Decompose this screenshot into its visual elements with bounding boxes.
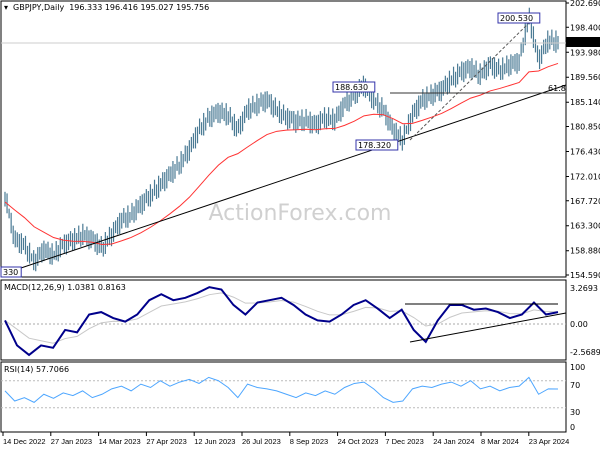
macd-signal-line <box>4 292 559 344</box>
dashed-projection-line <box>409 16 536 141</box>
date-tick-label: 27 Apr 2023 <box>146 437 186 446</box>
rsi-title: RSI(14) 57.7066 <box>4 365 69 374</box>
rsi-tick-label: 30 <box>570 408 580 417</box>
date-tick-label: 14 Dec 2022 <box>3 437 46 446</box>
date-tick-label: 12 Jun 2023 <box>194 437 235 446</box>
swing-high-label: 188.630 <box>335 83 368 92</box>
date-tick-label: 23 Apr 2024 <box>529 437 569 446</box>
date-tick-label: 8 Sep 2023 <box>290 437 328 446</box>
price-pane <box>0 0 567 278</box>
fib-label: 61.8 <box>548 84 566 93</box>
support-trendline <box>14 84 567 271</box>
date-tick-label: 27 Jan 2023 <box>51 437 92 446</box>
high-label: 200.530 <box>500 14 533 23</box>
rsi-line <box>4 376 559 403</box>
macd-support-line <box>409 312 567 343</box>
swing-high-label-box <box>332 81 376 93</box>
ohlc-readout: 196.333 196.416 195.027 195.756 <box>69 3 209 12</box>
rsi-tick-label: 100 <box>570 363 585 372</box>
low-label: 330 <box>3 268 18 277</box>
symbol-label: GBPJPY,Daily <box>13 3 64 12</box>
price-tick-label: 163.300 <box>570 222 600 231</box>
swing-low-label-box <box>355 139 399 151</box>
current-price-box <box>566 37 600 47</box>
swing-low-label: 178.320 <box>358 141 391 150</box>
price-tick-label: 189.560 <box>570 73 600 82</box>
watermark: ActionForex.com <box>209 201 392 226</box>
macd-title: MACD(12,26,9) 1.0381 0.8163 <box>4 283 126 292</box>
rsi-tick-label: 70 <box>570 381 580 390</box>
price-tick-label: 176.430 <box>570 147 600 156</box>
high-label-box <box>497 12 541 24</box>
macd-tick-label: 0.00 <box>570 320 588 329</box>
price-tick-label: 158.880 <box>570 247 600 256</box>
chart-header: GBPJPY,Daily 196.333 196.416 195.027 195.… <box>13 3 209 12</box>
date-tick-label: 24 Oct 2023 <box>338 437 379 446</box>
price-tick-label: 202.690 <box>570 0 600 8</box>
macd-line <box>4 286 559 357</box>
price-tick-label: 172.010 <box>570 172 600 181</box>
price-tick-label: 167.720 <box>570 197 600 206</box>
rsi-tick-label: 0 <box>570 423 575 432</box>
macd-pane <box>0 279 567 361</box>
macd-tick-label: -2.5689 <box>570 348 600 357</box>
date-tick-label: 14 Mar 2023 <box>99 437 141 446</box>
price-tick-label: 180.850 <box>570 123 600 132</box>
macd-tick-label: 3.2693 <box>570 284 598 293</box>
price-tick-label: 185.140 <box>570 98 600 107</box>
current-price-label: 195.756 <box>568 38 600 47</box>
triangle-down-icon: ▾ <box>4 3 8 12</box>
price-tick-label: 198.400 <box>570 23 600 32</box>
date-tick-label: 8 Mar 2024 <box>481 437 519 446</box>
date-tick-label: 24 Jan 2024 <box>433 437 474 446</box>
price-tick-label: 193.980 <box>570 48 600 57</box>
moving-average-line <box>4 62 559 246</box>
date-tick-label: 7 Dec 2023 <box>385 437 423 446</box>
date-tick-label: 26 Jul 2023 <box>242 437 281 446</box>
low-label-box <box>0 266 22 278</box>
rsi-pane <box>0 361 567 433</box>
price-tick-label: 154.590 <box>570 271 600 280</box>
